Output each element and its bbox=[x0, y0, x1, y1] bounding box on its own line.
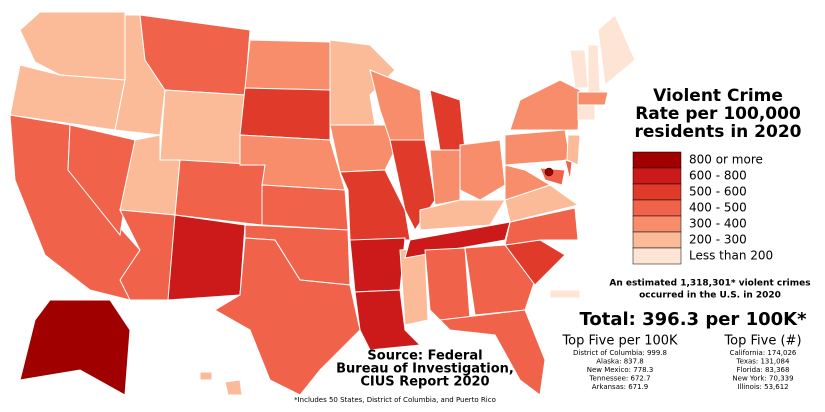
region bbox=[509, 79, 581, 131]
region bbox=[577, 91, 609, 106]
top-count-title: Top Five (#) bbox=[723, 334, 801, 349]
region bbox=[404, 221, 511, 259]
legend-label: 600 - 800 bbox=[689, 169, 747, 183]
region bbox=[429, 89, 466, 151]
legend-label: 500 - 600 bbox=[689, 185, 747, 199]
states bbox=[9, 11, 636, 396]
legend-label: 200 - 300 bbox=[689, 233, 747, 247]
legend-swatch bbox=[632, 215, 682, 233]
region bbox=[67, 124, 136, 237]
region bbox=[429, 149, 461, 206]
list-item: Texas: 131,084 bbox=[736, 358, 790, 366]
region bbox=[564, 159, 573, 181]
source-line: Source: Federal bbox=[367, 349, 482, 364]
region bbox=[349, 237, 406, 293]
region bbox=[329, 124, 396, 173]
region bbox=[159, 89, 246, 166]
region bbox=[504, 129, 571, 166]
region bbox=[239, 87, 331, 141]
region bbox=[438, 309, 546, 396]
region bbox=[174, 159, 266, 226]
region bbox=[199, 371, 213, 381]
region bbox=[167, 214, 246, 301]
legend-swatch bbox=[632, 183, 682, 201]
list-item: New Mexico: 778.3 bbox=[587, 366, 654, 374]
region bbox=[597, 14, 636, 86]
total: Total: 396.3 per 100K* bbox=[579, 309, 807, 330]
list-item: California: 174,026 bbox=[730, 349, 797, 357]
region bbox=[424, 247, 471, 321]
legend-label: Less than 200 bbox=[689, 249, 773, 263]
legend-swatch bbox=[632, 231, 682, 249]
top-rate-title: Top Five per 100K bbox=[561, 334, 678, 349]
region bbox=[549, 289, 581, 299]
list-item: Alaska: 837.8 bbox=[596, 358, 644, 366]
legend-swatch bbox=[632, 199, 682, 217]
title-line: Rate per 100,000 bbox=[635, 104, 801, 124]
estimate-line: An estimated 1,318,301* violent crimes bbox=[609, 279, 810, 289]
list-item: Arkansas: 671.9 bbox=[592, 383, 649, 391]
list-item: New York: 70,339 bbox=[732, 375, 793, 383]
legend-label: 400 - 500 bbox=[689, 201, 747, 215]
region bbox=[224, 379, 243, 396]
legend-label: 800 or more bbox=[689, 153, 763, 167]
region bbox=[244, 39, 331, 91]
list-item: Florida: 83,368 bbox=[737, 366, 790, 374]
region bbox=[261, 184, 349, 231]
title-line: Violent Crime bbox=[653, 86, 783, 106]
title-line: residents in 2020 bbox=[635, 122, 802, 142]
region bbox=[544, 167, 554, 177]
list-item: Tennessee: 672.7 bbox=[588, 375, 650, 383]
legend-swatch bbox=[632, 167, 682, 185]
region bbox=[354, 289, 422, 351]
footnote: *Includes 50 States, District of Columbi… bbox=[294, 396, 496, 404]
region bbox=[19, 299, 131, 396]
region bbox=[577, 104, 596, 121]
legend-label: 300 - 400 bbox=[689, 217, 747, 231]
legend: 800 or more 600 - 800 500 - 600 400 - 500 30… bbox=[632, 151, 773, 265]
region bbox=[569, 49, 589, 89]
region bbox=[587, 44, 601, 93]
region bbox=[504, 207, 579, 246]
region bbox=[399, 247, 429, 326]
source-line: Bureau of Investigation, bbox=[336, 362, 514, 377]
source-line: CIUS Report 2020 bbox=[360, 375, 489, 390]
region bbox=[464, 244, 536, 316]
estimate-line: occurred in the U.S. in 2020 bbox=[639, 291, 781, 301]
region bbox=[504, 164, 552, 201]
region bbox=[459, 139, 506, 201]
legend-swatch bbox=[632, 247, 682, 265]
list-item: Illinois: 53,612 bbox=[737, 383, 788, 391]
list-item: District of Columbia: 999.8 bbox=[573, 349, 667, 357]
legend-swatch bbox=[632, 151, 682, 169]
region bbox=[214, 237, 361, 396]
region bbox=[566, 134, 581, 166]
